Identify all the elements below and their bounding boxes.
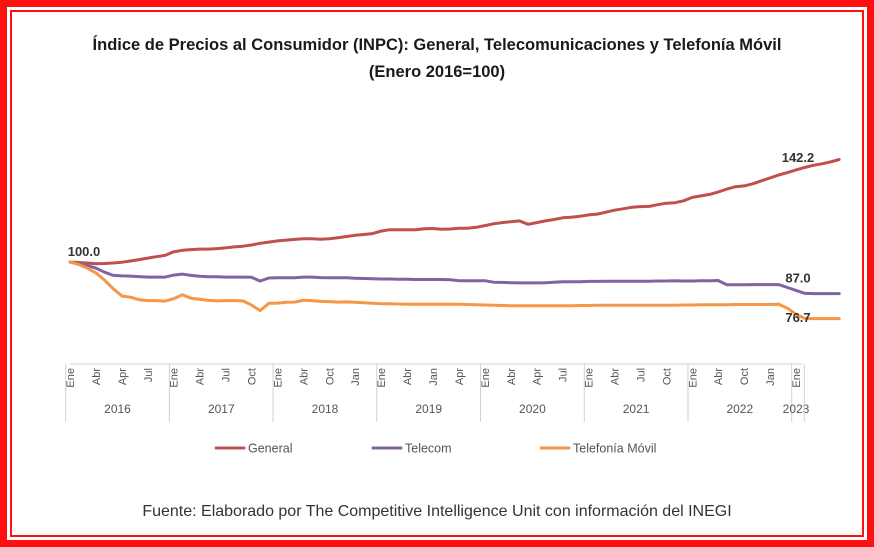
x-tick-label: Abr (610, 368, 622, 385)
x-tick-label: Abr (506, 368, 518, 385)
x-tick-label: Abr (91, 368, 103, 385)
x-tick-label: Jul (558, 368, 570, 382)
year-label: 2023 (783, 402, 810, 416)
series-lines (68, 158, 841, 321)
year-label: 2020 (519, 402, 546, 416)
x-tick-label: Ene (272, 368, 284, 388)
x-tick-label: Jan (350, 368, 362, 386)
x-tick-label: Ene (687, 368, 699, 388)
x-tick-label: Ene (791, 368, 803, 388)
series-line-telefonia-movil (68, 260, 841, 321)
x-tick-label: Apr (117, 368, 129, 385)
x-tick-label: Abr (298, 368, 310, 385)
year-label: 2019 (415, 402, 442, 416)
year-label: 2016 (104, 402, 131, 416)
x-tick-label: Abr (402, 368, 414, 385)
x-tick-label: Oct (661, 368, 673, 385)
x-tick-label: Abr (195, 368, 207, 385)
series-line-telecom (68, 260, 841, 296)
year-label: 2022 (726, 402, 753, 416)
x-tick-label: Ene (169, 368, 181, 388)
x-tick-label: Jan (765, 368, 777, 386)
x-tick-label: Ene (376, 368, 388, 388)
x-tick-label: Ene (480, 368, 492, 388)
x-tick-label: Abr (713, 368, 725, 385)
x-tick-label: Jul (221, 368, 233, 382)
series-line-general (68, 158, 841, 266)
legend-label: Telefonía Móvil (573, 442, 656, 456)
year-label: 2017 (208, 402, 235, 416)
x-tick-label: Jul (635, 368, 647, 382)
data-label: 87.0 (785, 270, 810, 285)
data-label: 142.2 (782, 150, 815, 165)
x-tick-label: Apr (454, 368, 466, 385)
data-labels: 100.0 142.2 87.0 76.7 (68, 150, 815, 325)
x-tick-label: Oct (324, 368, 336, 385)
year-label: 2021 (623, 402, 650, 416)
chart-subtitle: (Enero 2016=100) (368, 63, 506, 81)
x-tick-label: Ene (65, 368, 77, 388)
year-label: 2018 (312, 402, 339, 416)
x-tick-label: Ene (584, 368, 596, 388)
legend: General Telecom Telefonía Móvil (214, 442, 656, 456)
data-label: 76.7 (785, 310, 810, 325)
x-tick-label: Oct (739, 368, 751, 385)
source-note: Fuente: Elaborado por The Competitive In… (142, 503, 732, 520)
x-tick-label: Jul (143, 368, 155, 382)
x-axis: Ene Abr Apr Jul Ene Abr Jul Oct Ene Abr Oct Jan Ene A… (65, 363, 810, 422)
inner-red-frame (10, 10, 864, 537)
x-tick-label: Oct (247, 368, 259, 385)
legend-label: General (248, 442, 292, 456)
data-label: 100.0 (68, 244, 101, 259)
legend-label: Telecom (405, 442, 452, 456)
chart-title: Índice de Precios al Consumidor (INPC): … (92, 36, 782, 54)
x-tick-label: Apr (532, 368, 544, 385)
x-tick-label: Jan (428, 368, 440, 386)
